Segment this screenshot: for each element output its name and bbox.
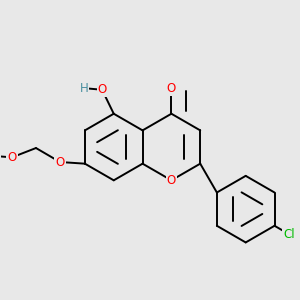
Text: O: O <box>167 174 176 187</box>
Text: H: H <box>80 82 88 94</box>
Text: O: O <box>98 83 107 96</box>
Text: O: O <box>55 155 64 169</box>
Text: O: O <box>167 82 176 95</box>
Text: Cl: Cl <box>283 228 295 241</box>
Text: O: O <box>8 151 16 164</box>
